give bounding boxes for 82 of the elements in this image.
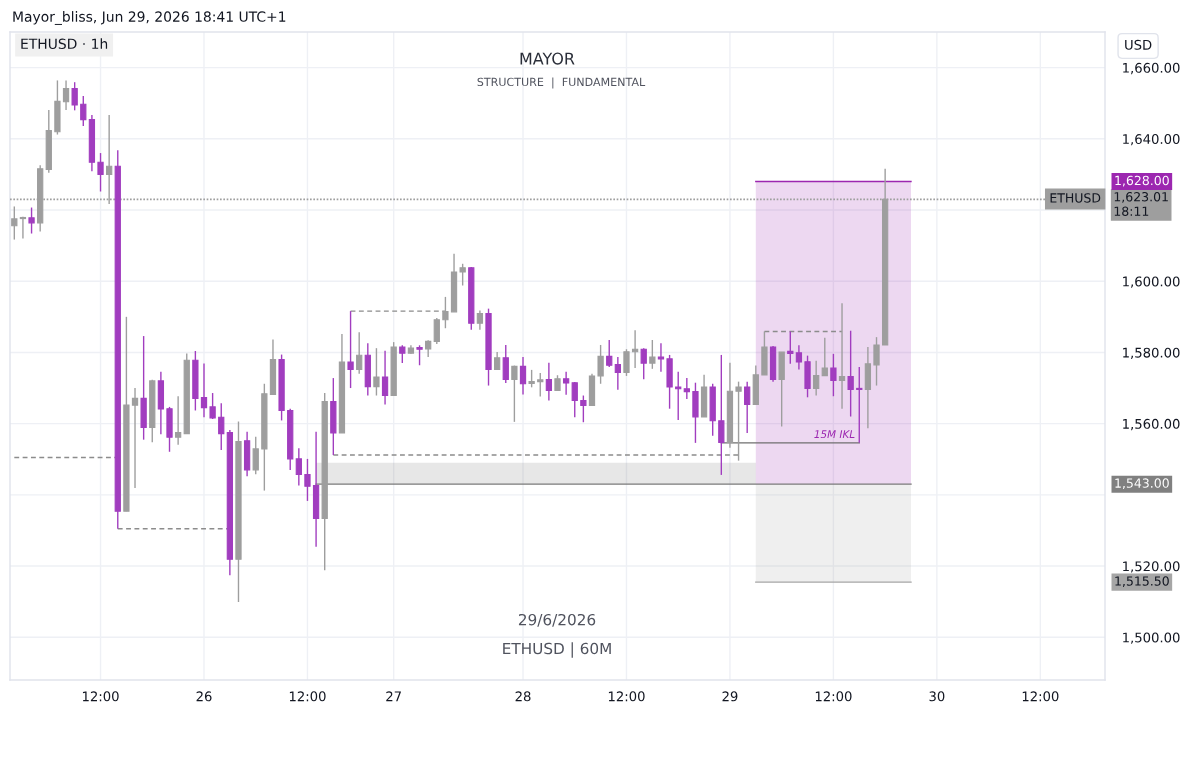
candlestick [381, 349, 389, 406]
candlestick [80, 95, 87, 127]
annotation: 29/6/2026 [518, 613, 596, 627]
y-tick-label: 1,640.00 [1123, 134, 1180, 146]
y-tick-label: 1,560.00 [1123, 418, 1180, 431]
x-tick-label: 12:00 [1022, 691, 1059, 702]
candlestick [71, 81, 78, 112]
candlestick [295, 447, 302, 487]
candlestick [433, 317, 440, 345]
candlestick [847, 330, 854, 418]
candlestick [571, 381, 578, 418]
candlestick [252, 436, 259, 475]
x-tick-label: 29 [722, 691, 738, 702]
candlestick [606, 339, 613, 368]
candlestick [373, 347, 380, 397]
x-tick-label: 28 [515, 691, 531, 702]
text: Mayor_bliss, Jun 29, 2026 18:41 UTC+1 [13, 11, 286, 25]
candlestick [511, 364, 518, 423]
x-tick-label: 12:00 [289, 691, 326, 702]
annotation: 15M IKL [814, 430, 855, 439]
candlestick [519, 356, 527, 396]
x-tick-label: 27 [386, 691, 401, 702]
y-axis-title: USD [1125, 39, 1152, 50]
candlestick [744, 380, 751, 434]
candlestick [623, 348, 630, 377]
candlestick [838, 302, 846, 410]
y-tick-label: 1,500.00 [1123, 632, 1180, 644]
candlestick [356, 331, 363, 375]
candlestick [640, 347, 647, 380]
annotation: ETHUSD | 60M [503, 642, 611, 658]
candlestick [580, 394, 587, 423]
candlestick [649, 339, 656, 370]
candlestick [200, 362, 208, 418]
x-tick-label: 12:00 [815, 691, 852, 702]
text: 1,543.00 [1115, 478, 1169, 490]
y-tick-label: 1,520.00 [1123, 561, 1180, 573]
text: MAYOR [520, 52, 575, 65]
candlestick [28, 206, 35, 235]
candlestick [856, 366, 863, 444]
candlestick [347, 310, 354, 389]
candlestick [562, 370, 570, 396]
annotation: ETHUSD · 1h [21, 38, 108, 50]
annotation: ETHUSD [1050, 193, 1101, 203]
candlestick [597, 344, 604, 385]
candlestick [795, 344, 803, 371]
text: 1,515.50 [1115, 576, 1169, 587]
y-tick-label: 1,600.00 [1123, 276, 1180, 288]
candlestick [813, 359, 820, 397]
ref-line-label: 1,623.01 18:11 [1114, 192, 1168, 216]
candlestick [675, 370, 682, 421]
candlestick [657, 342, 665, 373]
candlestick [416, 344, 423, 366]
candlestick [830, 353, 837, 397]
candlestick [131, 387, 139, 489]
x-tick-label: 26 [196, 691, 212, 702]
candlestick [304, 458, 311, 502]
candlestick [537, 372, 544, 398]
candlestick [442, 296, 449, 329]
x-tick-label: 12:00 [82, 691, 119, 702]
candlestick [459, 263, 466, 287]
candlestick [718, 354, 725, 476]
x-tick-label: 30 [929, 691, 945, 702]
candlestick [209, 392, 216, 420]
x-tick-label: 12:00 [608, 691, 645, 702]
candlestick [11, 205, 18, 241]
candlestick [614, 356, 621, 391]
candlestick [873, 336, 880, 387]
candlestick [218, 402, 225, 451]
candlestick [821, 337, 828, 377]
candlestick [62, 79, 70, 111]
y-tick-label: 1,580.00 [1123, 347, 1180, 359]
candlestick [476, 309, 484, 331]
candlestick [735, 380, 742, 462]
candlestick [502, 344, 509, 384]
candlestick [545, 362, 553, 402]
candlestick [97, 152, 104, 193]
candlestick [683, 377, 690, 400]
candlestick [174, 395, 182, 446]
y-tick-label: 1,660.00 [1123, 62, 1180, 75]
text: STRUCTURE | FUNDAMENTAL [477, 77, 646, 89]
candlestick [787, 330, 794, 365]
text: 1,628.00 [1115, 175, 1169, 187]
